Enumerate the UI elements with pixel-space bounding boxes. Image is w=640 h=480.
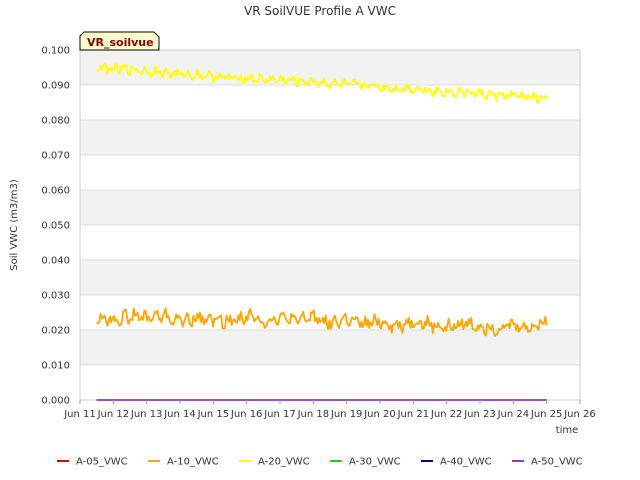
plot-band <box>80 330 580 365</box>
series-line-a-20-vwc <box>96 62 548 104</box>
x-axis-ticks: Jun 11 Jun 12 Jun 13 Jun 14 Jun 15 Jun 16 Jun … <box>63 400 596 420</box>
x-tick-label: Jun 25 <box>530 409 563 420</box>
y-tick-label: 0.000 <box>41 396 70 407</box>
y-tick-label: 0.070 <box>41 151 70 162</box>
plot-band <box>80 260 580 295</box>
x-tick-label: Jun 13 <box>130 409 163 420</box>
plot-band <box>80 85 580 120</box>
legend-label: A-05_VWC <box>76 457 128 468</box>
x-tick-label: Jun 23 <box>463 409 496 420</box>
legend-label: A-20_VWC <box>258 457 310 468</box>
station-badge: VR_soilvue <box>79 31 160 51</box>
x-tick-label: Jun 26 <box>563 409 596 420</box>
x-tick-label: Jun 15 <box>197 409 230 420</box>
y-tick-label: 0.060 <box>41 186 70 197</box>
plot-band <box>80 50 580 85</box>
x-tick-label: Jun 22 <box>430 409 463 420</box>
series-line-a-10-vwc <box>96 307 548 337</box>
series-layer <box>96 62 548 401</box>
y-axis-label: Soil VWC (m3/m3) <box>9 179 20 271</box>
y-tick-label: 0.090 <box>41 81 70 92</box>
y-tick-label: 0.010 <box>41 361 70 372</box>
plot-band <box>80 155 580 190</box>
plot-band <box>80 120 580 155</box>
badge-label: VR_soilvue <box>87 36 154 49</box>
x-axis-label: time <box>556 425 579 436</box>
x-tick-label: Jun 19 <box>330 409 363 420</box>
y-tick-label: 0.050 <box>41 221 70 232</box>
x-tick-label: Jun 16 <box>230 409 263 420</box>
x-tick-label: Jun 21 <box>397 409 430 420</box>
x-tick-label: Jun 12 <box>97 409 130 420</box>
x-tick-label: Jun 20 <box>363 409 396 420</box>
legend: A-05_VWC A-10_VWC A-20_VWC A-30_VWC A-40_VWC… <box>57 457 583 468</box>
y-tick-label: 0.040 <box>41 256 70 267</box>
legend-label: A-50_VWC <box>531 457 583 468</box>
x-tick-label: Jun 17 <box>263 409 296 420</box>
x-tick-label: Jun 24 <box>497 409 530 420</box>
plot-band <box>80 190 580 225</box>
x-tick-label: Jun 11 <box>63 409 96 420</box>
y-axis-ticks: 0.000 0.010 0.020 0.030 0.040 0.050 0.060 0.070… <box>41 46 70 407</box>
x-tick-label: Jun 18 <box>297 409 330 420</box>
badge-box <box>79 31 160 51</box>
y-tick-label: 0.020 <box>41 326 70 337</box>
x-tick-label: Jun 14 <box>163 409 196 420</box>
legend-label: A-30_VWC <box>349 457 401 468</box>
y-tick-label: 0.030 <box>41 291 70 302</box>
legend-label: A-10_VWC <box>167 457 219 468</box>
y-tick-label: 0.080 <box>41 116 70 127</box>
legend-label: A-40_VWC <box>440 457 492 468</box>
plot-band <box>80 365 580 400</box>
y-tick-label: 0.100 <box>41 46 70 57</box>
chart-title: VR SoilVUE Profile A VWC <box>244 4 396 18</box>
plot-band <box>80 225 580 260</box>
plot-bands <box>80 50 580 400</box>
